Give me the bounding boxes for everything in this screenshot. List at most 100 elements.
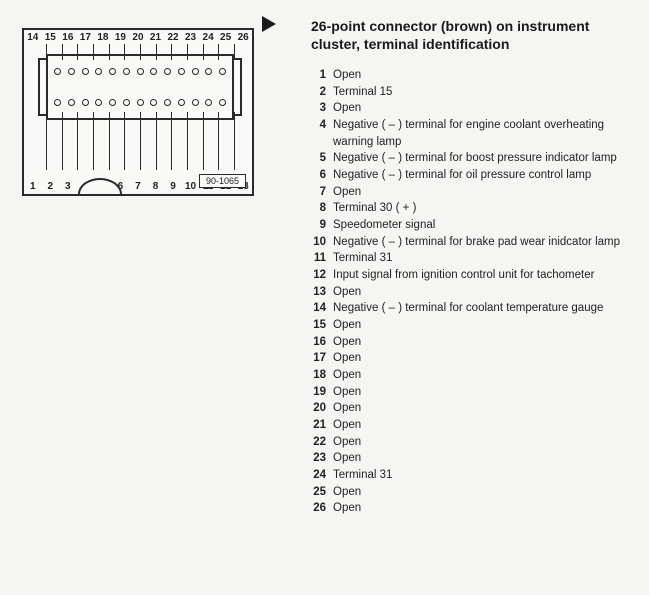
pin-icon <box>137 99 144 106</box>
terminal-row: 10Negative ( – ) terminal for brake pad … <box>311 234 639 251</box>
pin-label: 15 <box>42 32 60 43</box>
terminal-description: Negative ( – ) terminal for brake pad we… <box>333 234 639 251</box>
pin-icon <box>219 68 226 75</box>
terminal-number: 2 <box>311 84 333 101</box>
connector-diagram: 14151617181920212223242526 1234567891011… <box>22 28 254 196</box>
terminal-description: Speedometer signal <box>333 217 639 234</box>
pointer-arrow-icon <box>262 16 276 32</box>
terminal-row: 7Open <box>311 184 639 201</box>
terminal-row: 19Open <box>311 384 639 401</box>
connector-outline <box>38 58 242 116</box>
pin-icon <box>150 68 157 75</box>
terminal-number: 15 <box>311 317 333 334</box>
terminal-row: 8Terminal 30 ( + ) <box>311 200 639 217</box>
terminal-description: Negative ( – ) terminal for coolant temp… <box>333 300 639 317</box>
terminal-number: 7 <box>311 184 333 201</box>
terminal-row: 26Open <box>311 500 639 517</box>
pin-label: 21 <box>147 32 165 43</box>
leader-line <box>156 44 157 60</box>
leader-line <box>62 112 63 170</box>
terminal-row: 24Terminal 31 <box>311 467 639 484</box>
terminal-description: Negative ( – ) terminal for boost pressu… <box>333 150 639 167</box>
terminal-description: Open <box>333 317 639 334</box>
terminal-description: Terminal 31 <box>333 250 639 267</box>
terminal-row: 15Open <box>311 317 639 334</box>
terminal-description: Negative ( – ) terminal for oil pressure… <box>333 167 639 184</box>
leader-line <box>93 112 94 170</box>
section-title: 26-point connector (brown) on instrument… <box>311 18 639 53</box>
pin-icon <box>95 99 102 106</box>
pin-icon <box>178 99 185 106</box>
terminal-row: 3Open <box>311 100 639 117</box>
terminal-number: 20 <box>311 400 333 417</box>
pin-icon <box>54 68 61 75</box>
pin-icon <box>68 68 75 75</box>
pin-label: 18 <box>94 32 112 43</box>
pin-label: 24 <box>199 32 217 43</box>
leader-line <box>203 112 204 170</box>
pin-row-top <box>54 68 226 75</box>
terminal-row: 14Negative ( – ) terminal for coolant te… <box>311 300 639 317</box>
pin-icon <box>109 99 116 106</box>
leader-line <box>46 44 47 60</box>
terminal-row: 20Open <box>311 400 639 417</box>
terminal-description: Open <box>333 417 639 434</box>
terminal-row: 21Open <box>311 417 639 434</box>
terminal-number: 25 <box>311 484 333 501</box>
leader-line <box>156 112 157 170</box>
leader-line <box>234 44 235 60</box>
pin-icon <box>82 68 89 75</box>
leader-line <box>187 44 188 60</box>
leader-line <box>218 44 219 60</box>
pin-label: 3 <box>59 181 77 192</box>
pin-icon <box>150 99 157 106</box>
terminal-number: 24 <box>311 467 333 484</box>
terminal-number: 6 <box>311 167 333 184</box>
pin-label: 2 <box>42 181 60 192</box>
terminal-number: 8 <box>311 200 333 217</box>
terminal-row: 1Open <box>311 67 639 84</box>
leader-line <box>140 112 141 170</box>
pin-icon <box>219 99 226 106</box>
leader-line <box>124 112 125 170</box>
pin-label: 25 <box>217 32 235 43</box>
leader-line <box>124 44 125 60</box>
leader-line <box>171 44 172 60</box>
leader-line <box>77 44 78 60</box>
terminal-description: Open <box>333 434 639 451</box>
terminal-description: Open <box>333 100 639 117</box>
terminal-row: 13Open <box>311 284 639 301</box>
terminal-description: Open <box>333 450 639 467</box>
leader-lines-top <box>38 44 242 60</box>
terminal-row: 22Open <box>311 434 639 451</box>
terminal-row: 16Open <box>311 334 639 351</box>
terminal-number: 14 <box>311 300 333 317</box>
pin-label: 8 <box>147 181 165 192</box>
terminal-row: 18Open <box>311 367 639 384</box>
terminal-description: Open <box>333 67 639 84</box>
description-column: 26-point connector (brown) on instrument… <box>275 18 639 517</box>
terminal-number: 21 <box>311 417 333 434</box>
top-pin-labels: 14151617181920212223242526 <box>24 32 252 43</box>
pin-label: 19 <box>112 32 130 43</box>
terminal-number: 9 <box>311 217 333 234</box>
pin-icon <box>68 99 75 106</box>
leader-line <box>140 44 141 60</box>
page: 14151617181920212223242526 1234567891011… <box>0 0 649 527</box>
pin-icon <box>137 68 144 75</box>
terminal-description: Open <box>333 334 639 351</box>
terminal-description: Terminal 30 ( + ) <box>333 200 639 217</box>
terminal-number: 10 <box>311 234 333 251</box>
terminal-description: Open <box>333 284 639 301</box>
pin-icon <box>109 68 116 75</box>
leader-line <box>234 112 235 170</box>
terminal-number: 18 <box>311 367 333 384</box>
arc-shape <box>78 178 122 210</box>
terminal-description: Open <box>333 184 639 201</box>
terminal-description: Open <box>333 400 639 417</box>
terminal-number: 1 <box>311 67 333 84</box>
pin-icon <box>164 68 171 75</box>
terminal-number: 3 <box>311 100 333 117</box>
leader-line <box>109 112 110 170</box>
pin-icon <box>123 99 130 106</box>
